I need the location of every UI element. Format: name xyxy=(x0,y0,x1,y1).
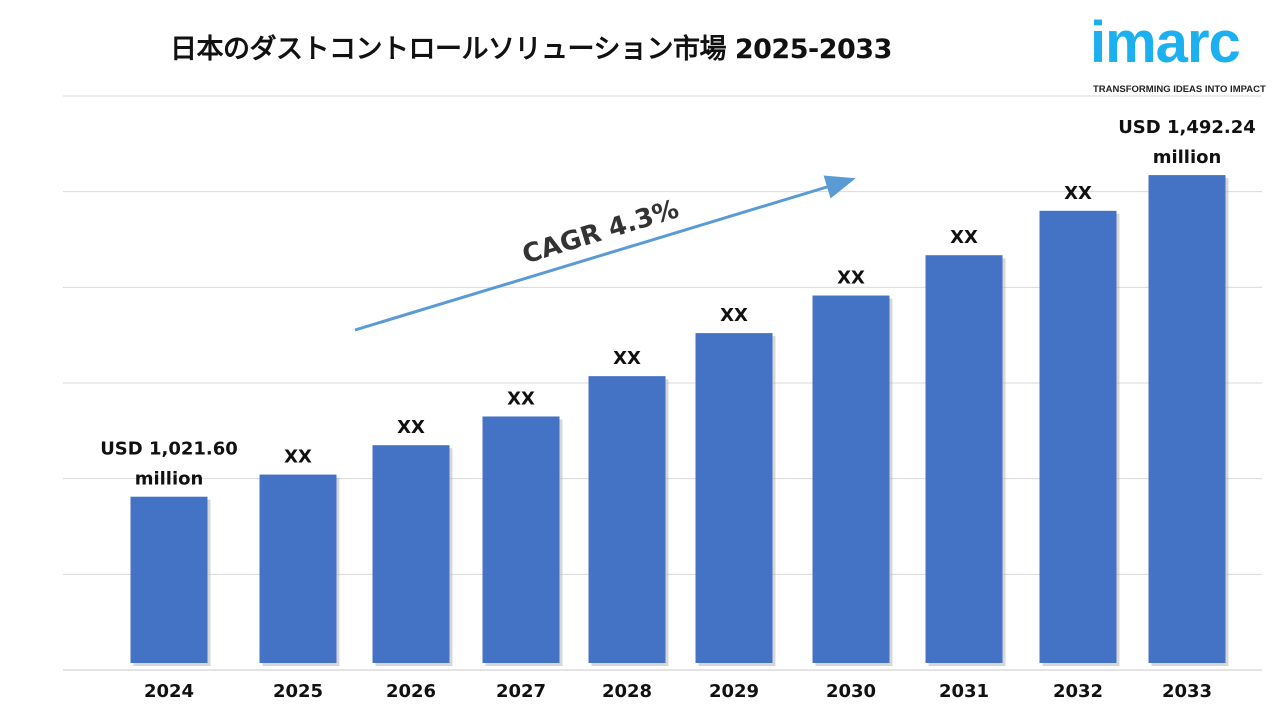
bar-2027 xyxy=(482,416,560,663)
logo-tagline: TRANSFORMING IDEAS INTO IMPACT xyxy=(1093,84,1266,95)
data-label-2032: XX xyxy=(1064,183,1092,204)
chart-title: 日本のダストコントロールソリューション市場 2025-2033 xyxy=(170,34,892,65)
data-label-2031: XX xyxy=(950,227,978,248)
bar-2024 xyxy=(130,496,208,663)
bar-2025 xyxy=(259,474,337,663)
x-tick-2033: 2033 xyxy=(1162,681,1212,702)
x-axis-ticks: 2024 2025 2026 2027 2028 2029 2030 2031 2032 2033 xyxy=(144,681,1212,702)
data-label-2028: XX xyxy=(613,348,641,369)
imarc-logo: imarc TRANSFORMING IDEAS INTO IMPACT xyxy=(1090,14,1270,100)
data-label-2027: XX xyxy=(507,388,535,409)
x-tick-2027: 2027 xyxy=(496,681,546,702)
data-label-2033: million xyxy=(1153,147,1222,168)
data-labels: USD 1,021.60 million XX XX XX XX XX XX XX XX USD 1… xyxy=(100,117,1256,490)
bar-2032 xyxy=(1039,210,1117,664)
cagr-annotation: CAGR 4.3% xyxy=(354,175,856,332)
x-tick-2028: 2028 xyxy=(602,681,652,702)
x-tick-2029: 2029 xyxy=(709,681,759,702)
data-label-2030: XX xyxy=(837,268,865,289)
x-tick-2026: 2026 xyxy=(386,681,436,702)
cagr-arrow xyxy=(354,175,856,332)
data-label-2029: XX xyxy=(720,305,748,326)
x-tick-2024: 2024 xyxy=(144,681,194,702)
x-tick-2025: 2025 xyxy=(273,681,323,702)
data-label-2024: million xyxy=(135,469,204,490)
data-label-2033: USD 1,492.24 xyxy=(1118,117,1256,138)
bar-2029 xyxy=(695,333,773,663)
bar-2026 xyxy=(372,445,450,663)
x-tick-2032: 2032 xyxy=(1053,681,1103,702)
data-label-2026: XX xyxy=(397,417,425,438)
data-label-2024: USD 1,021.60 xyxy=(100,439,238,460)
bar-2028 xyxy=(588,376,666,663)
bar-2031 xyxy=(925,255,1003,663)
data-label-2025: XX xyxy=(284,447,312,468)
x-tick-2031: 2031 xyxy=(939,681,989,702)
bar-2030 xyxy=(812,295,890,663)
bars xyxy=(130,175,1229,667)
x-tick-2030: 2030 xyxy=(826,681,876,702)
logo-wordmark: imarc xyxy=(1090,10,1241,75)
bar-2033 xyxy=(1148,175,1226,663)
cagr-label: CAGR 4.3% xyxy=(519,194,682,270)
